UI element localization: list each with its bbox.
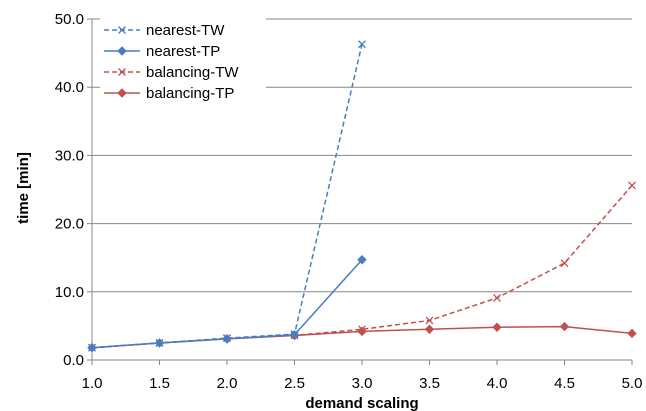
data-point: [357, 326, 367, 337]
data-point: [222, 334, 232, 344]
data-point: [559, 321, 570, 332]
legend-item: nearest-TP: [104, 43, 220, 60]
x-tick-label: 4.5: [554, 375, 575, 392]
data-point: [628, 181, 636, 190]
data-point: [425, 316, 434, 325]
y-tick-label: 10.0: [55, 284, 84, 301]
legend-label: nearest-TW: [146, 22, 225, 39]
legend-swatch-marker: [118, 26, 126, 34]
x-tick-label: 5.0: [622, 375, 643, 392]
data-point: [358, 40, 366, 49]
x-tick-label: 3.5: [419, 375, 440, 392]
legend-swatch-marker: [118, 68, 126, 76]
data-point: [493, 293, 501, 302]
x-tick-label: 3.0: [352, 375, 373, 392]
x-tick-label: 1.5: [149, 375, 170, 392]
data-point: [154, 338, 165, 348]
data-point: [87, 343, 97, 353]
legend-swatch-marker: [117, 88, 127, 98]
legend-swatch-marker: [117, 46, 127, 56]
data-point: [424, 324, 435, 335]
series-balancing-TW: [88, 181, 636, 352]
series-balancing-TP: [87, 321, 637, 353]
data-point: [627, 328, 637, 339]
legend-item: balancing-TW: [104, 64, 239, 81]
legend-label: balancing-TP: [146, 85, 234, 102]
y-tick-label: 40.0: [55, 79, 84, 96]
data-point: [289, 330, 300, 340]
data-point: [492, 322, 502, 332]
data-point: [357, 255, 367, 265]
legend-label: nearest-TP: [146, 43, 220, 60]
legend-item: nearest-TW: [104, 22, 225, 39]
series-line: [91, 184, 633, 349]
y-axis-title: time [min]: [15, 152, 32, 224]
series-nearest-TP: [87, 255, 367, 353]
y-tick-label: 0.0: [63, 352, 84, 369]
y-tick-label: 30.0: [55, 147, 84, 164]
legend-item: balancing-TP: [104, 85, 234, 102]
legend-label: balancing-TW: [146, 64, 239, 81]
x-axis-title: demand scaling: [305, 395, 418, 411]
x-tick-label: 2.0: [217, 375, 238, 392]
x-tick-label: 4.0: [487, 375, 508, 392]
y-tick-label: 20.0: [55, 216, 84, 233]
y-tick-label: 50.0: [55, 11, 84, 28]
x-tick-label: 1.0: [82, 375, 103, 392]
x-tick-label: 2.5: [284, 375, 305, 392]
data-point: [560, 259, 569, 268]
